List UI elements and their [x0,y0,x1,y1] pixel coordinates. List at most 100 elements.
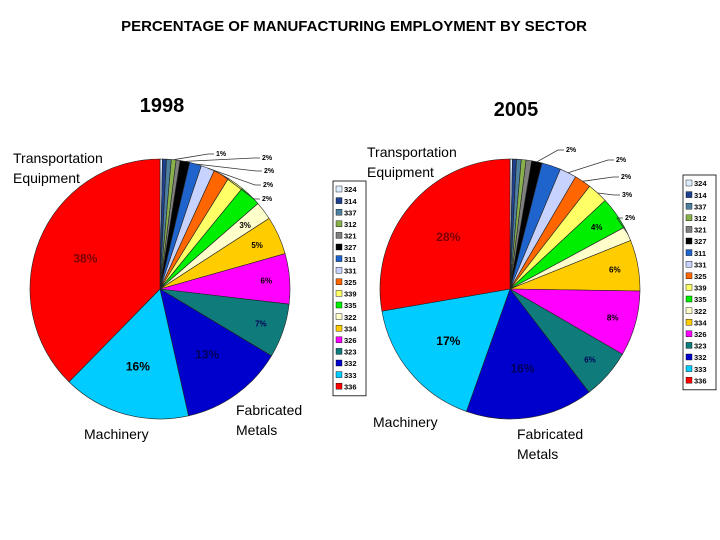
legend-label-339: 339 [694,284,707,293]
legend-swatch-336 [685,377,693,384]
legend-label-323: 323 [694,342,707,351]
legend-swatch-339 [685,284,693,291]
annotation-transport: Transportation [367,144,457,160]
legend-label-322: 322 [694,307,707,316]
pie-title: 2005 [494,99,539,121]
legend-swatch-314 [335,197,343,204]
slice-label-334: 6% [609,266,621,275]
legend-label-324: 324 [344,185,357,194]
legend-swatch-334 [335,325,343,332]
leader-line [184,157,260,162]
pie-slice-336 [379,158,511,312]
legend-label-333: 333 [344,371,357,380]
legend-swatch-323 [335,348,343,355]
legend-label-314: 314 [694,191,707,200]
legend-label-334: 334 [694,318,707,327]
leader-line [567,159,614,174]
legend-swatch-333 [335,371,343,378]
slice-label-326: 8% [607,314,619,323]
annotation-fabricated: Fabricated [236,402,302,418]
pie-slice-332 [465,288,590,420]
legend-swatch-327 [685,237,693,245]
legend-label-314: 314 [344,197,357,206]
pie-slice-333 [381,288,511,412]
legend-swatch-336 [335,383,343,390]
slice-label-323: 7% [255,319,267,328]
slice-label-323: 6% [584,355,596,364]
slice-label-325: 2% [621,174,632,181]
legend-label-312: 312 [344,220,357,229]
legend-label-337: 337 [694,202,707,211]
legend-swatch-321 [685,226,693,233]
slice-label-312: 1% [216,151,227,158]
legend-label-337: 337 [344,208,357,217]
legend-label-311: 311 [344,255,356,264]
legend-swatch-322 [685,307,693,314]
legend-swatch-339 [335,290,343,297]
annotation-fabricated: Metals [236,422,277,438]
legend-label-325: 325 [344,278,357,287]
legend-label-335: 335 [344,301,357,310]
slice-label-311: 2% [264,168,275,175]
annotation-transport: Equipment [367,164,434,180]
pie-title: 1998 [140,95,185,117]
slice-label-327: 2% [262,155,273,162]
legend-label-335: 335 [694,295,707,304]
legend-label-321: 321 [344,232,357,241]
slice-label-322: 3% [239,221,251,230]
leader-line [582,176,619,182]
annotation-transport: Transportation [13,150,103,166]
leader-line [195,163,262,172]
leader-line [597,192,620,196]
legend-swatch-337 [685,202,693,210]
slice-label-327: 2% [566,147,577,154]
slice-label-335: 4% [591,223,603,232]
legend-swatch-333 [685,365,693,372]
slice-label-331: 2% [263,182,274,189]
legend-swatch-311 [685,249,693,256]
legend-swatch-324 [335,185,343,193]
legend-label-322: 322 [344,313,357,322]
legend-swatch-325 [335,278,343,285]
pie-slice-336 [29,158,161,383]
pie-slice-332 [159,288,272,417]
legend-swatch-326 [335,336,343,343]
slice-label-332: 13% [195,347,219,361]
legend-swatch-327 [335,243,343,251]
page-title: PERCENTAGE OF MANUFACTURING EMPLOYMENT B… [121,18,587,35]
legend-swatch-312 [685,214,693,222]
legend-swatch-322 [335,313,343,320]
legend-label-334: 334 [344,324,357,333]
slice-label-332: 16% [510,362,534,376]
legend-swatch-331 [685,261,693,268]
legend-swatch-323 [685,342,693,349]
annotation-machinery: Machinery [373,414,438,430]
legend-swatch-331 [335,267,343,274]
legend-swatch-312 [335,220,343,228]
annotation-transport: Equipment [13,170,80,186]
legend-label-324: 324 [694,179,707,188]
annotation-machinery: Machinery [84,426,149,442]
leader-line [221,174,260,200]
slice-label-334: 5% [251,241,263,250]
legend-label-326: 326 [694,330,707,339]
slice-label-336: 38% [73,252,97,266]
annotation-fabricated: Fabricated [517,426,583,442]
leader-line [173,153,214,161]
legend-swatch-311 [335,255,343,262]
slice-label-322: 2% [625,215,636,222]
legend-label-339: 339 [344,290,357,299]
slice-label-333: 17% [436,334,460,348]
legend-label-327: 327 [344,243,357,252]
legend-label-332: 332 [344,359,357,368]
slice-label-325: 2% [262,196,273,203]
legend-swatch-332 [685,353,693,361]
leader-line [207,167,261,186]
pie-slice-333 [68,288,189,420]
legend-label-327: 327 [694,237,707,246]
slice-label-326: 6% [261,277,273,286]
legend-swatch-335 [335,301,343,309]
legend-label-336: 336 [694,376,707,385]
legend-label-326: 326 [344,336,357,345]
